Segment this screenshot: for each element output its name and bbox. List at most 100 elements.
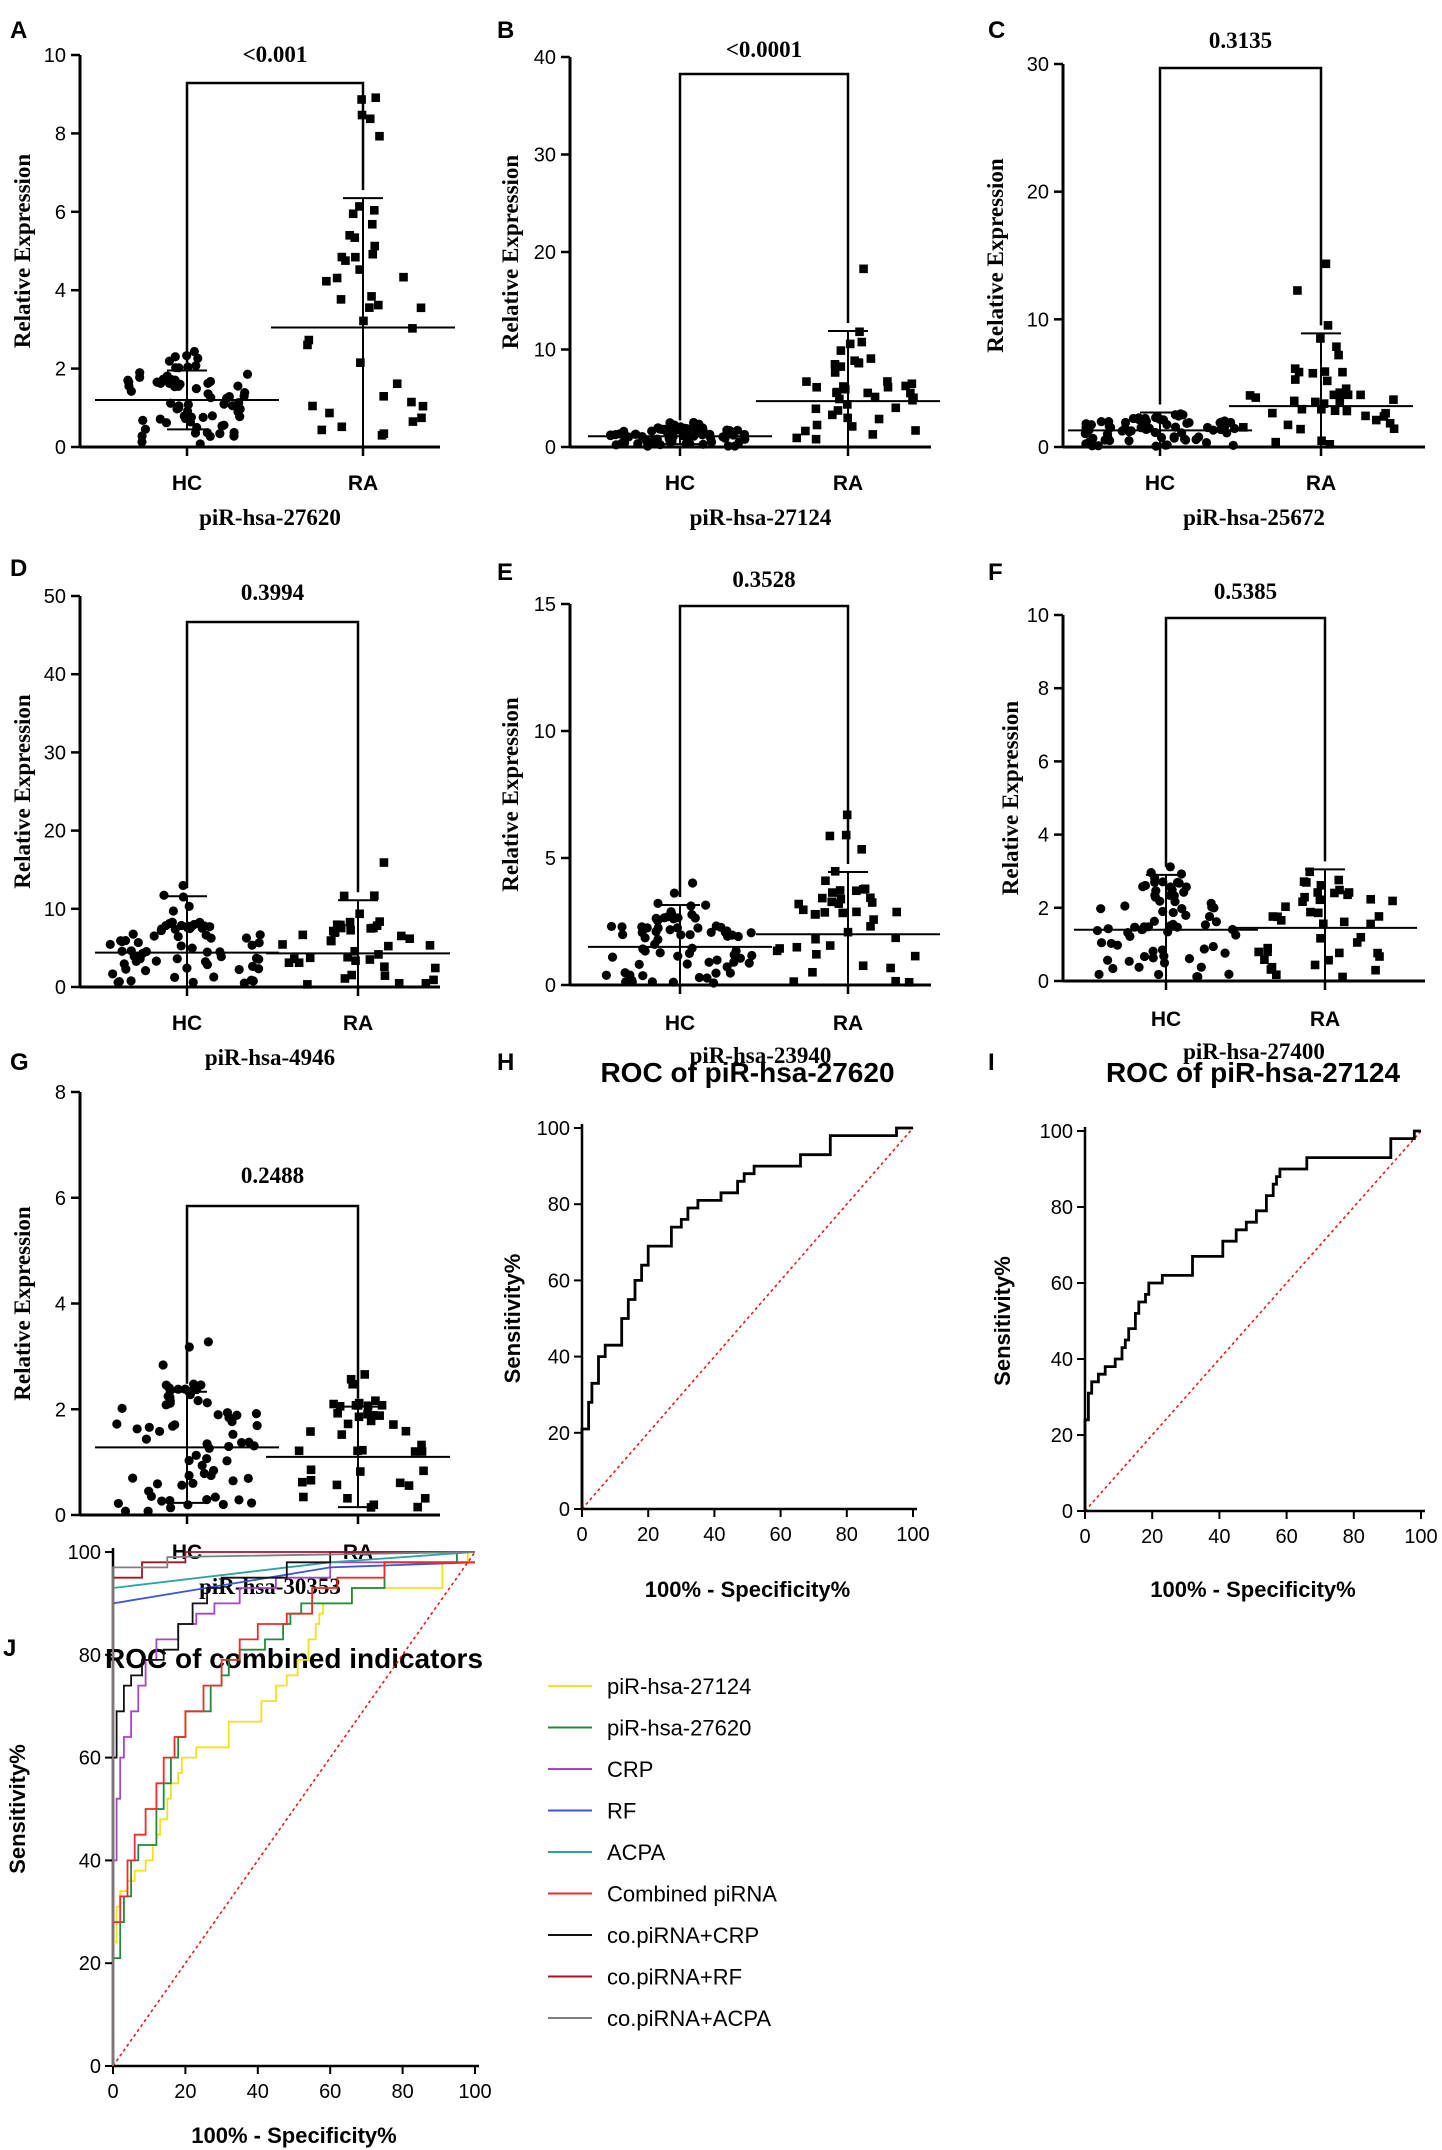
data-point-ra — [294, 958, 304, 968]
data-point-hc — [1108, 963, 1118, 974]
data-point-hc — [241, 933, 252, 943]
data-point-hc — [149, 931, 159, 941]
data-point-hc — [170, 352, 180, 362]
data-point-ra — [278, 940, 287, 949]
data-point-ra — [1334, 350, 1343, 360]
data-point-hc — [197, 923, 207, 933]
data-point-ra — [835, 394, 844, 404]
data-point-hc — [725, 968, 735, 978]
data-point-ra — [792, 433, 802, 443]
data-point-ra — [389, 1420, 398, 1429]
data-point-ra — [357, 110, 367, 120]
data-point-hc — [1138, 882, 1148, 892]
data-point-hc — [1088, 433, 1098, 443]
data-point-hc — [105, 939, 115, 950]
data-point-hc — [164, 918, 175, 929]
data-point-ra — [812, 949, 821, 959]
data-point-ra — [1321, 259, 1331, 269]
data-point-hc — [254, 938, 264, 948]
data-point-ra — [1320, 367, 1330, 376]
data-point-ra — [336, 295, 346, 304]
data-point-ra — [821, 876, 830, 886]
data-point-ra — [1323, 321, 1333, 330]
data-point-ra — [1308, 368, 1318, 378]
data-point-ra — [348, 1379, 357, 1389]
data-point-ra — [365, 303, 374, 312]
chart-title: piR-hsa-27400 — [1183, 1039, 1325, 1064]
data-point-hc — [1125, 931, 1135, 942]
x-tick-label: 20 — [1141, 1526, 1163, 1548]
data-point-hc — [606, 921, 617, 932]
data-point-hc — [183, 362, 193, 372]
data-point-ra — [333, 1408, 342, 1418]
data-point-ra — [812, 382, 821, 392]
data-point-ra — [355, 265, 364, 274]
data-point-ra — [356, 358, 365, 367]
data-point-ra — [405, 934, 415, 944]
data-point-hc — [201, 930, 211, 940]
data-point-ra — [329, 1399, 338, 1409]
data-point-ra — [866, 922, 875, 931]
data-point-hc — [1124, 956, 1134, 966]
data-point-ra — [883, 377, 892, 386]
data-point-ra — [1281, 902, 1290, 912]
chart-title: ROC of combined indicators — [105, 1643, 483, 1674]
data-point-hc — [161, 1400, 171, 1410]
data-point-ra — [380, 962, 389, 972]
data-point-ra — [355, 909, 364, 919]
data-point-hc — [210, 1492, 220, 1502]
data-point-ra — [859, 264, 868, 274]
y-tick-label: 10 — [1027, 605, 1049, 627]
roc-curve-pir-hsa-27620 — [580, 1126, 913, 1509]
y-tick-label: 8 — [55, 123, 66, 145]
chart-title: ROC of piR-hsa-27620 — [600, 1057, 894, 1088]
data-point-hc — [222, 393, 232, 403]
data-point-hc — [240, 388, 250, 398]
data-point-ra — [348, 209, 358, 219]
data-point-ra — [346, 1374, 356, 1384]
panel-letter: C — [988, 17, 1005, 44]
data-point-hc — [133, 937, 143, 948]
data-point-ra — [394, 979, 404, 988]
data-point-hc — [619, 426, 629, 436]
data-point-hc — [255, 930, 265, 940]
data-point-ra — [838, 908, 848, 918]
data-point-ra — [1315, 895, 1325, 905]
data-point-ra — [345, 231, 354, 240]
y-tick-label: 20 — [534, 242, 556, 264]
data-point-hc — [1154, 969, 1164, 980]
panel-d: D 0 10 20 30 40 50 Relative Expression HC RA piR-h… — [10, 555, 450, 1070]
data-point-hc — [140, 424, 151, 434]
data-point-ra — [817, 893, 827, 903]
data-point-hc — [154, 1426, 165, 1437]
data-point-ra — [1283, 420, 1293, 430]
data-point-ra — [911, 426, 920, 435]
data-point-ra — [832, 387, 842, 397]
data-point-ra — [392, 379, 402, 389]
data-point-hc — [184, 1342, 194, 1352]
data-point-ra — [794, 899, 804, 909]
data-point-ra — [366, 1416, 376, 1426]
data-point-ra — [367, 219, 377, 229]
data-point-ra — [1290, 364, 1300, 373]
data-point-hc — [202, 1439, 212, 1449]
x-category-label: RA — [1310, 1008, 1340, 1031]
chart-title: piR-hsa-23940 — [690, 1043, 832, 1068]
data-point-hc — [1150, 877, 1160, 887]
data-point-ra — [305, 953, 315, 963]
data-point-hc — [1155, 896, 1165, 906]
panel-letter: F — [988, 559, 1003, 586]
data-point-hc — [120, 935, 131, 946]
data-point-ra — [380, 971, 390, 980]
data-point-hc — [234, 964, 244, 975]
data-point-hc — [203, 1337, 213, 1347]
data-point-hc — [144, 1486, 154, 1496]
data-point-hc — [183, 921, 193, 931]
data-point-ra — [366, 924, 376, 933]
data-point-ra — [1335, 948, 1344, 958]
x-category-label: RA — [1306, 472, 1336, 495]
data-point-hc — [704, 957, 714, 967]
data-point-hc — [213, 1410, 223, 1420]
y-tick-label: 100 — [1040, 1121, 1073, 1143]
